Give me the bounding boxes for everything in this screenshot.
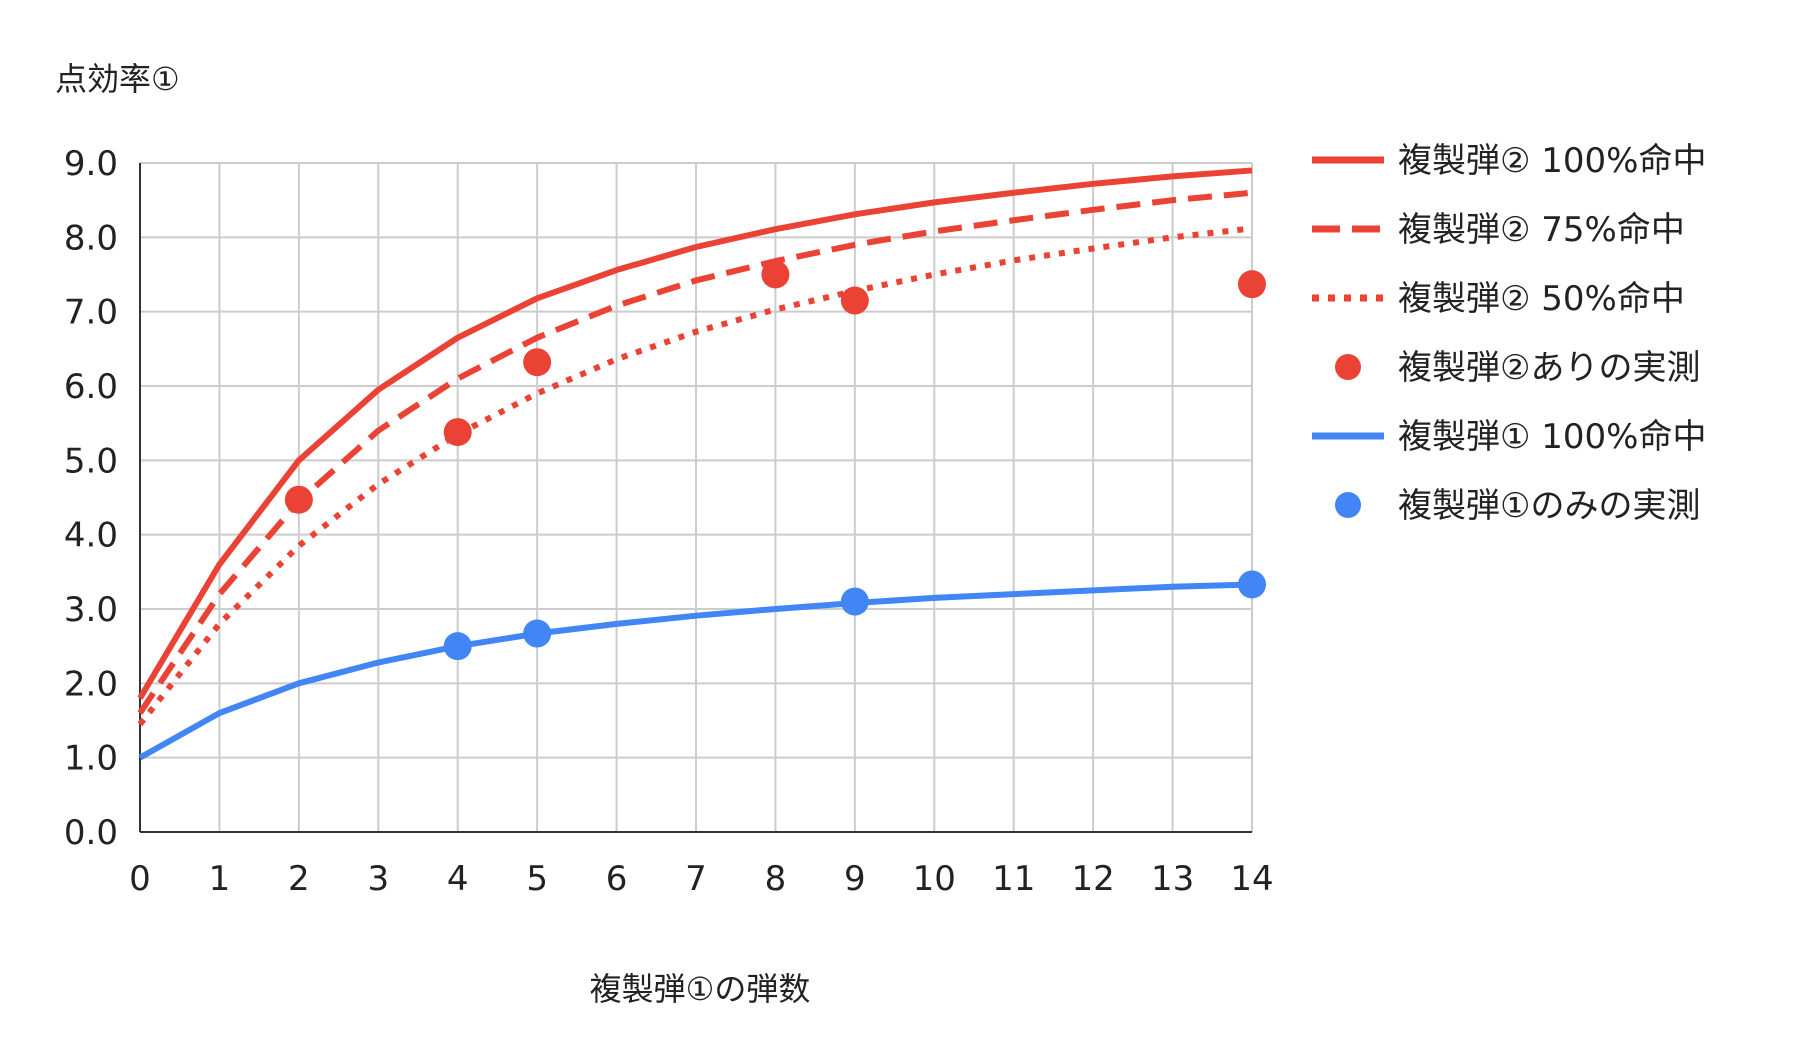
x-tick-label: 2 bbox=[288, 859, 310, 899]
x-tick-label: 14 bbox=[1230, 859, 1273, 899]
y-tick-label: 1.0 bbox=[64, 739, 118, 779]
legend-label-0: 複製弾② 100%命中 bbox=[1398, 141, 1707, 181]
x-tick-label: 13 bbox=[1151, 859, 1194, 899]
data-point-series-5 bbox=[840, 587, 869, 616]
legend-swatch-5 bbox=[1335, 492, 1361, 518]
y-tick-label: 8.0 bbox=[64, 218, 118, 258]
x-tick-label: 7 bbox=[685, 859, 707, 899]
data-point-series-3 bbox=[523, 348, 552, 377]
legend-label-1: 複製弾② 75%命中 bbox=[1398, 210, 1685, 250]
y-tick-label: 7.0 bbox=[64, 293, 118, 333]
series-line-0 bbox=[137, 167, 1253, 700]
x-tick-label: 8 bbox=[765, 859, 787, 899]
legend-swatch-3 bbox=[1335, 354, 1361, 380]
data-point-series-5 bbox=[523, 619, 552, 648]
x-tick-label: 12 bbox=[1072, 859, 1115, 899]
series-line-2 bbox=[137, 225, 1253, 727]
data-point-series-3 bbox=[443, 418, 472, 447]
y-tick-label: 6.0 bbox=[64, 367, 118, 407]
grid bbox=[139, 162, 1253, 833]
data-point-series-3 bbox=[840, 286, 869, 315]
legend-label-2: 複製弾② 50%命中 bbox=[1398, 279, 1685, 319]
y-tick-label: 5.0 bbox=[64, 441, 118, 481]
x-tick-label: 9 bbox=[844, 859, 866, 899]
x-axis-title: 複製弾①の弾数 bbox=[590, 970, 811, 1008]
series-layer bbox=[137, 167, 1253, 761]
data-point-series-3 bbox=[1238, 270, 1266, 299]
x-tick-label: 1 bbox=[209, 859, 231, 899]
x-tick-label: 5 bbox=[526, 859, 548, 899]
y-tick-label: 2.0 bbox=[64, 664, 118, 704]
x-tick-label: 3 bbox=[367, 859, 389, 899]
x-tick-label: 0 bbox=[129, 859, 151, 899]
y-axis-title: 点効率① bbox=[55, 60, 180, 98]
series-line-1 bbox=[137, 189, 1253, 715]
legend-label-5: 複製弾①のみの実測 bbox=[1398, 486, 1700, 526]
data-point-series-5 bbox=[1238, 570, 1266, 599]
x-tick-label: 10 bbox=[913, 859, 956, 899]
x-tick-label: 6 bbox=[606, 859, 628, 899]
x-tick-label: 4 bbox=[447, 859, 469, 899]
y-tick-label: 3.0 bbox=[64, 590, 118, 630]
series-line-4 bbox=[138, 581, 1253, 761]
y-tick-label: 4.0 bbox=[64, 516, 118, 556]
legend-label-3: 複製弾②ありの実測 bbox=[1398, 348, 1700, 388]
data-point-series-5 bbox=[443, 632, 472, 661]
markers-layer bbox=[284, 260, 1266, 661]
legend-label-4: 複製弾① 100%命中 bbox=[1398, 417, 1707, 457]
data-point-series-3 bbox=[284, 485, 313, 514]
y-tick-label: 0.0 bbox=[64, 813, 118, 853]
y-tick-label: 9.0 bbox=[64, 144, 118, 184]
data-point-series-3 bbox=[761, 260, 790, 289]
x-tick-label: 11 bbox=[992, 859, 1035, 899]
